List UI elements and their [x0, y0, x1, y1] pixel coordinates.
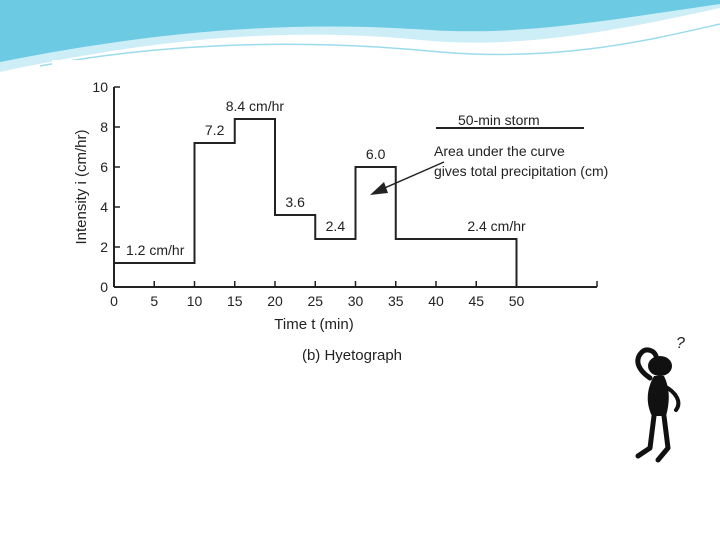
hyetograph-chart: 0 2 4 6 8 10 0 5 10 15 20 25 30 35 40 45 50 1.2 cm/hr 7.… [73, 79, 608, 364]
interval-label: 7.2 [205, 122, 225, 138]
y-tick-label: 10 [92, 79, 108, 95]
interval-label: 2.4 cm/hr [467, 218, 526, 234]
header-wave-main [0, 0, 720, 62]
x-tick-label: 35 [388, 293, 404, 309]
x-tick-label: 20 [267, 293, 283, 309]
x-tick-label: 10 [187, 293, 203, 309]
x-axis-ticks: 0 5 10 15 20 25 30 35 40 45 50 [110, 281, 598, 309]
y-tick-label: 0 [100, 279, 108, 295]
right-leg-shape [655, 413, 671, 463]
y-axis-ticks: 0 2 4 6 8 10 [92, 79, 120, 295]
raised-arm-shape [635, 347, 659, 381]
x-tick-label: 45 [468, 293, 484, 309]
hyetograph-step-line [114, 118, 518, 287]
x-tick-label: 0 [110, 293, 118, 309]
y-tick-label: 2 [100, 239, 108, 255]
x-tick-label: 40 [428, 293, 444, 309]
x-tick-label: 15 [227, 293, 243, 309]
legend-arrow-head [370, 182, 388, 195]
interval-label: 1.2 cm/hr [126, 242, 185, 258]
interval-label: 8.4 cm/hr [226, 98, 285, 114]
y-tick-label: 8 [100, 119, 108, 135]
question-mark-icon: ? [676, 335, 685, 352]
legend-arrow-line [379, 161, 445, 191]
x-tick-label: 30 [348, 293, 364, 309]
header-wave-highlight [0, 10, 720, 80]
x-tick-label: 5 [150, 293, 158, 309]
torso-shape [647, 376, 669, 416]
x-axis-title: Time t (min) [274, 316, 353, 333]
y-tick-label: 6 [100, 159, 108, 175]
y-tick-label: 4 [100, 199, 108, 215]
lower-arm-shape [662, 384, 681, 412]
interval-labels: 1.2 cm/hr 7.28.4 cm/hr 3.6 2.4 6.0 2.4 cm/hr [126, 98, 526, 258]
x-tick-label: 50 [509, 293, 525, 309]
slide-header-decoration [0, 0, 720, 80]
x-tick-label: 25 [307, 293, 323, 309]
interval-label: 6.0 [366, 146, 386, 162]
legend-line-2: gives total precipitation (cm) [434, 163, 608, 179]
header-wave-line [39, 23, 720, 67]
interval-label: 3.6 [285, 194, 305, 210]
thinking-person-icon: ? [635, 335, 685, 463]
head-shape [648, 356, 672, 376]
y-axis-title: Intensity i (cm/hr) [73, 129, 90, 244]
left-leg-shape [635, 413, 657, 459]
hyetograph-panel: 0 2 4 6 8 10 0 5 10 15 20 25 30 35 40 45 50 1.2 cm/hr 7.… [52, 60, 692, 378]
interval-label: 2.4 [326, 218, 346, 234]
legend-line-1: Area under the curve [434, 143, 565, 159]
legend-title: 50-min storm [458, 112, 540, 128]
chart-caption: (b) Hyetograph [302, 347, 402, 364]
